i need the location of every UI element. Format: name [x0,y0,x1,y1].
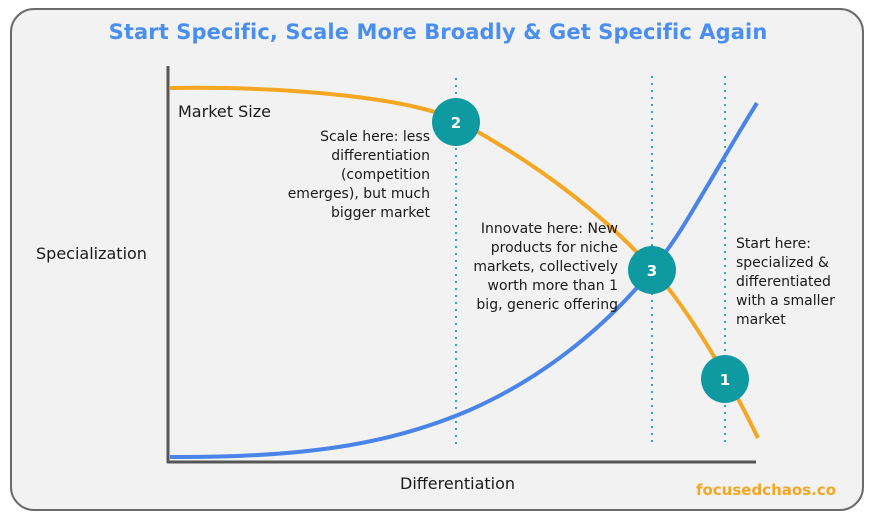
diagram-title: Start Specific, Scale More Broadly & Get… [108,20,768,44]
x-axis-label: Differentiation [400,474,516,493]
marker-1: 1 [701,355,749,403]
annotation-innovate: Innovate here: New products for niche ma… [473,221,618,313]
market-size-curve [169,85,760,439]
diagram-card [10,8,864,511]
brand-watermark: focusedchaos.co [695,481,836,499]
marker-2: 2 [432,98,480,146]
marker-3: 3 [628,246,676,294]
marker-2-number: 2 [451,114,461,132]
annotation-scale: Scale here: less differentiation (compet… [287,129,430,221]
marker-1-number: 1 [720,371,730,389]
marker-3-number: 3 [647,262,657,280]
market-size-label: Market Size [178,102,271,121]
annotation-start: Start here: specialized & differentiated… [736,236,835,328]
specialization-curve [169,101,759,460]
y-axis-label: Specialization [36,244,147,263]
